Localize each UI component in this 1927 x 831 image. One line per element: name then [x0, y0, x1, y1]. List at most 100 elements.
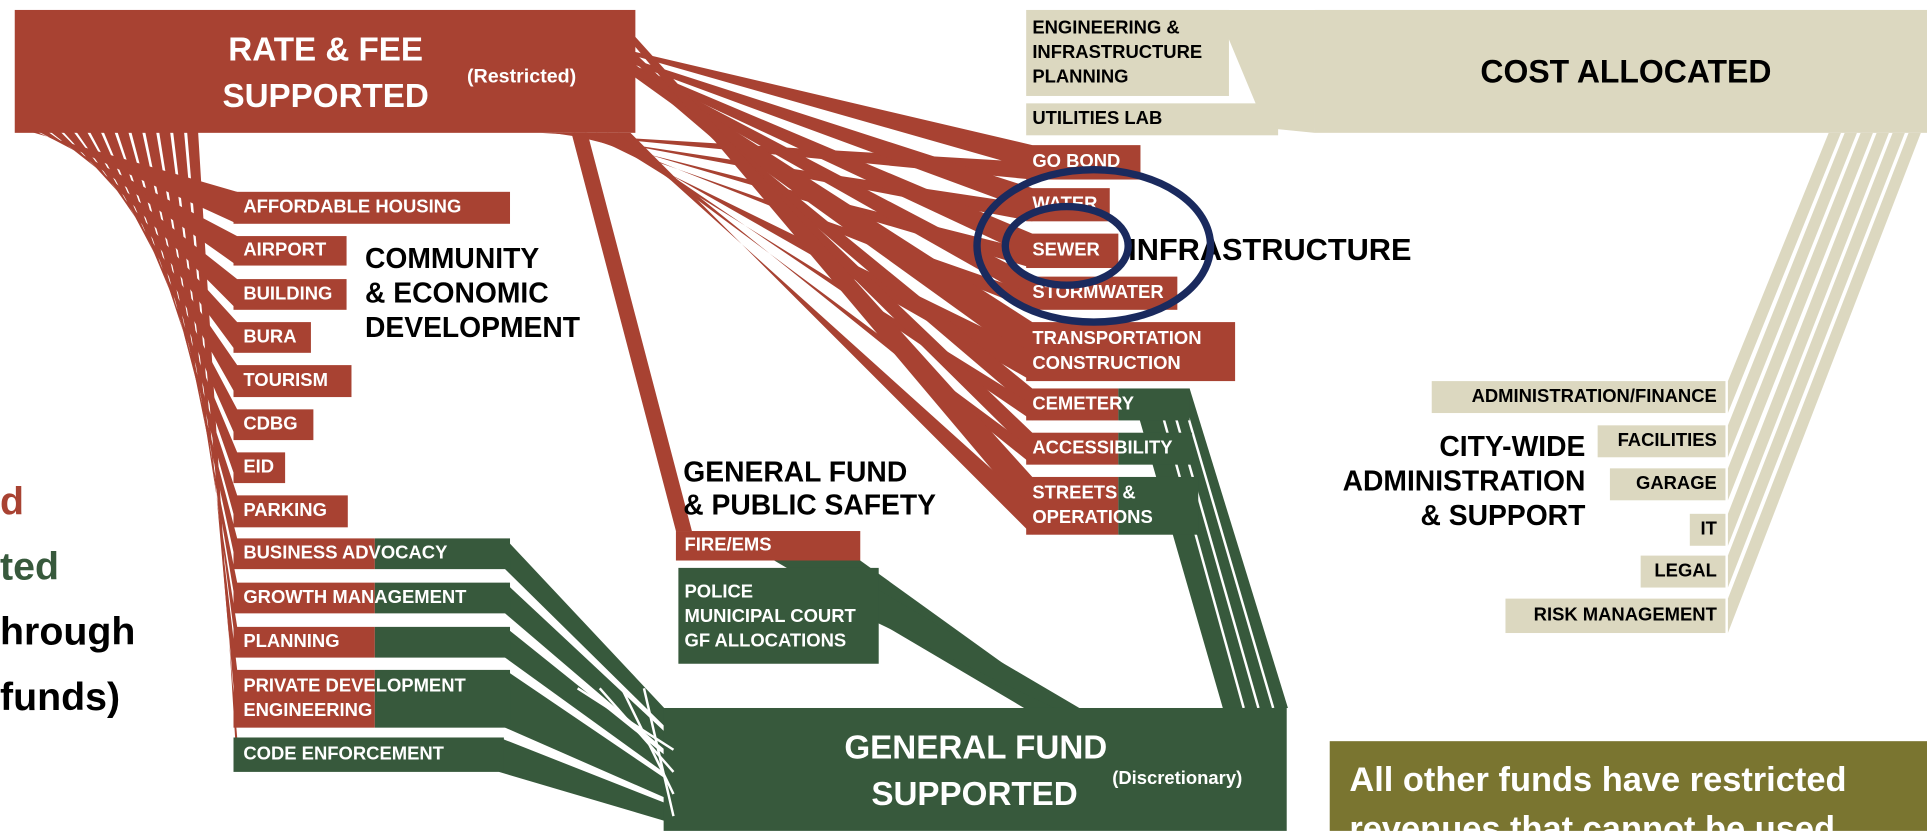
item-box	[233, 582, 375, 614]
item-label: GF ALLOCATIONS	[685, 630, 847, 651]
group-title: GENERAL FUND	[683, 455, 907, 487]
item-label: INFRASTRUCTURE	[1032, 41, 1202, 62]
block-title: SUPPORTED	[871, 776, 1077, 813]
item-label: POLICE	[685, 580, 754, 601]
item-box	[374, 582, 511, 614]
side-text: hrough	[0, 610, 135, 654]
flow-stripe	[1727, 132, 1873, 501]
item-label: LEGAL	[1654, 559, 1716, 580]
flow-stripe	[613, 12, 1033, 518]
block-title: COST ALLOCATED	[1480, 53, 1771, 89]
item-box	[1026, 103, 1279, 136]
flow-stripe	[1727, 132, 1905, 588]
flow-stripe	[505, 626, 674, 780]
item-box	[233, 452, 286, 484]
item-box	[1026, 233, 1119, 269]
item-box	[374, 669, 511, 728]
item-box	[675, 531, 861, 561]
item-label: FIRE/EMS	[685, 534, 772, 555]
item-label: IT	[1700, 518, 1717, 539]
flow-stripe	[1727, 132, 1889, 546]
flow-stripe	[505, 582, 674, 758]
item-box	[1026, 322, 1236, 382]
group-title: CITY-WIDE	[1439, 430, 1585, 462]
item-label: BUILDING	[243, 282, 332, 303]
item-box	[1026, 388, 1119, 421]
group-title: INFRASTRUCTURE	[1128, 232, 1411, 267]
item-label: CODE ENFORCEMENT	[243, 743, 444, 764]
item-box	[233, 626, 375, 658]
item-label: MUNICIPAL COURT	[685, 605, 857, 626]
group-title: COMMUNITY	[365, 242, 539, 274]
item-box	[233, 191, 511, 224]
item-box	[1505, 598, 1726, 634]
item-box	[1026, 476, 1119, 535]
flow-stripe	[505, 538, 674, 736]
item-label: AFFORDABLE HOUSING	[243, 196, 461, 217]
side-text: d	[0, 479, 24, 523]
block-note: (Discretionary)	[1112, 767, 1242, 788]
item-label: SEWER	[1032, 239, 1100, 260]
stripe-divider	[642, 688, 675, 817]
item-label: GROWTH MANAGEMENT	[243, 586, 467, 607]
group-title: & PUBLIC SAFETY	[683, 489, 936, 521]
item-box	[233, 322, 311, 353]
item-box	[233, 365, 352, 398]
item-box	[1026, 432, 1119, 465]
item-label: ACCESSIBILITY	[1032, 437, 1172, 458]
group-title: & SUPPORT	[1421, 499, 1586, 531]
highlight-circle	[973, 166, 1215, 326]
side-text: ted	[0, 545, 59, 589]
item-box	[1118, 432, 1193, 465]
item-box	[678, 567, 879, 664]
block-title: GENERAL FUND	[844, 730, 1107, 767]
callout-text: revenues that cannot be used	[1349, 810, 1835, 831]
item-box	[1431, 381, 1726, 414]
item-box	[1689, 513, 1726, 546]
item-box	[233, 279, 347, 310]
item-box	[374, 538, 511, 570]
item-box	[233, 669, 375, 728]
flow-stripe	[860, 590, 1082, 710]
item-label: BURA	[243, 325, 296, 346]
fund-box	[1314, 9, 1927, 133]
item-box	[1597, 425, 1726, 458]
item-box	[374, 626, 511, 658]
item-label: TOURISM	[243, 369, 328, 390]
item-label: GARAGE	[1636, 472, 1717, 493]
item-label: GO BOND	[1032, 150, 1120, 171]
item-label: PARKING	[243, 499, 327, 520]
block-title: SUPPORTED	[222, 78, 428, 115]
side-text: funds)	[0, 675, 120, 719]
callout-box	[1329, 741, 1927, 831]
group-title: DEVELOPMENT	[365, 311, 580, 343]
item-label: PLANNING	[1032, 65, 1128, 86]
flow-stripe	[505, 669, 674, 802]
fund-box	[663, 707, 1287, 831]
callout-text: All other funds have restricted	[1349, 761, 1846, 799]
block-note: (Restricted)	[467, 66, 576, 88]
item-label: FACILITIES	[1618, 429, 1717, 450]
item-box	[1609, 468, 1726, 501]
item-label: ENGINEERING &	[1032, 16, 1179, 37]
block-title: RATE & FEE	[228, 31, 423, 68]
item-label: PLANNING	[243, 630, 339, 651]
item-label: PRIVATE DEVELOPMENT	[243, 674, 466, 695]
item-label: AIRPORT	[243, 239, 327, 260]
item-label: CDBG	[243, 413, 297, 434]
item-label: RISK MANAGEMENT	[1534, 604, 1718, 625]
item-box	[1118, 476, 1199, 535]
stripe-divider	[1178, 388, 1275, 709]
item-label: CONSTRUCTION	[1032, 352, 1180, 373]
labels: AFFORDABLE HOUSING AIRPORT BUILDING BURA TOU…	[0, 16, 1846, 831]
item-box	[233, 538, 375, 570]
item-label: BUSINESS ADVOCACY	[243, 542, 447, 563]
item-label: OPERATIONS	[1032, 506, 1152, 527]
item-box	[233, 737, 504, 772]
group-title: ADMINISTRATION	[1343, 465, 1586, 497]
item-box	[233, 495, 348, 528]
item-box	[233, 409, 314, 441]
highlight-circle	[1001, 202, 1132, 289]
